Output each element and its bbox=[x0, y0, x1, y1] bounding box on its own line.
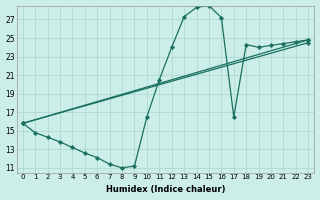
X-axis label: Humidex (Indice chaleur): Humidex (Indice chaleur) bbox=[106, 185, 225, 194]
